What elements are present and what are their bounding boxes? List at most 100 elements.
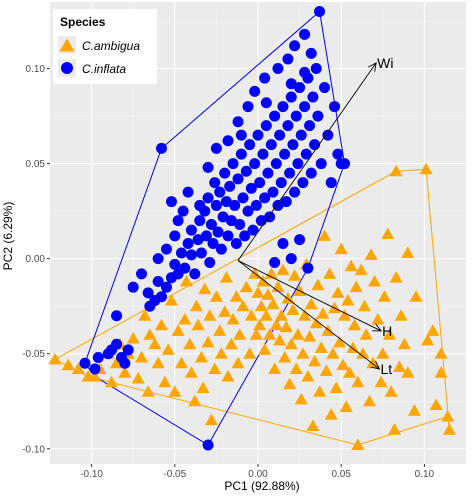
point-c-inflata: [234, 218, 246, 230]
point-c-ambigua: [174, 356, 188, 369]
point-c-ambigua: [258, 343, 272, 355]
point-c-ambigua: [364, 248, 378, 260]
point-c-inflata: [247, 224, 259, 236]
point-c-inflata: [322, 129, 334, 141]
point-c-inflata: [239, 230, 251, 242]
point-c-inflata: [245, 182, 257, 194]
point-c-inflata: [160, 243, 172, 255]
point-c-ambigua: [336, 358, 350, 371]
point-c-inflata: [165, 196, 177, 208]
point-c-ambigua: [161, 343, 175, 355]
point-c-inflata: [205, 218, 217, 230]
hull-c-inflata: [84, 10, 346, 446]
point-c-inflata: [195, 247, 207, 259]
vector-line-wi: [237, 62, 377, 261]
point-c-ambigua: [263, 328, 277, 340]
point-c-ambigua: [296, 347, 310, 359]
y-axis-title: PC2 (6.29%): [1, 202, 15, 271]
point-c-ambigua: [384, 385, 398, 397]
point-c-inflata: [192, 234, 204, 246]
x-axis-title: PC1 (92.88%): [224, 479, 299, 493]
point-c-inflata: [152, 253, 164, 265]
point-c-ambigua: [224, 337, 238, 350]
point-c-inflata: [217, 211, 229, 223]
point-c-ambigua: [154, 318, 168, 331]
point-c-inflata: [277, 101, 289, 113]
point-c-ambigua: [334, 242, 348, 255]
point-c-ambigua: [164, 293, 178, 306]
point-c-ambigua: [126, 332, 140, 344]
point-c-inflata: [294, 82, 306, 94]
point-c-inflata: [302, 262, 314, 274]
point-c-inflata: [299, 66, 311, 78]
point-c-inflata: [265, 139, 277, 151]
vector-line-h: [237, 260, 382, 332]
point-c-ambigua: [343, 366, 357, 378]
point-c-inflata: [207, 237, 219, 249]
point-c-ambigua: [409, 290, 423, 302]
point-c-inflata: [289, 186, 301, 198]
point-c-ambigua: [387, 423, 401, 435]
x-tick-label: 0.05: [331, 469, 351, 480]
point-c-ambigua: [158, 375, 172, 388]
point-c-inflata: [300, 148, 312, 160]
point-c-inflata: [182, 186, 194, 198]
point-c-inflata: [289, 40, 301, 52]
point-c-ambigua: [105, 375, 119, 388]
point-c-ambigua: [301, 370, 315, 382]
point-c-ambigua: [269, 318, 283, 331]
point-c-inflata: [235, 148, 247, 160]
point-c-ambigua: [318, 229, 332, 241]
point-c-ambigua: [366, 356, 380, 369]
point-c-inflata: [185, 224, 197, 236]
point-c-inflata: [202, 161, 214, 173]
y-tick-label: 0.10: [26, 64, 46, 75]
x-tick-label: 0.00: [248, 469, 268, 480]
point-c-ambigua: [316, 307, 330, 319]
point-c-inflata: [305, 47, 317, 59]
point-c-inflata: [227, 158, 239, 170]
point-c-inflata: [259, 192, 271, 204]
point-c-ambigua: [284, 337, 298, 350]
point-c-inflata: [225, 215, 237, 227]
point-c-ambigua: [328, 301, 342, 314]
point-c-inflata: [299, 101, 311, 113]
point-c-ambigua: [204, 413, 218, 426]
point-c-inflata: [285, 78, 297, 90]
point-c-ambigua: [434, 347, 448, 359]
point-c-inflata: [285, 253, 297, 265]
point-c-inflata: [242, 101, 254, 113]
point-c-inflata: [179, 262, 191, 274]
point-c-inflata: [305, 167, 317, 179]
point-c-ambigua: [194, 351, 208, 363]
point-c-ambigua: [148, 337, 162, 350]
y-tick-label: -0.05: [22, 349, 45, 360]
point-c-ambigua: [266, 297, 280, 310]
point-c-ambigua: [271, 280, 285, 293]
point-c-ambigua: [151, 356, 165, 369]
point-c-inflata: [314, 6, 326, 18]
point-c-ambigua: [293, 284, 307, 296]
point-c-ambigua: [61, 358, 75, 371]
point-c-ambigua: [346, 341, 360, 354]
y-axis-ticks: -0.10 -0.05 0.00 0.05 0.10: [22, 64, 50, 455]
point-c-inflata: [237, 192, 249, 204]
point-c-ambigua: [239, 280, 253, 293]
point-c-inflata: [127, 281, 139, 293]
point-c-ambigua: [191, 318, 205, 331]
point-c-inflata: [249, 158, 261, 170]
point-c-ambigua: [397, 337, 411, 350]
point-c-ambigua: [362, 394, 376, 407]
point-c-ambigua: [426, 324, 440, 336]
point-c-ambigua: [313, 385, 327, 397]
vector-label-lt: Lt: [380, 361, 392, 377]
point-c-inflata: [325, 177, 337, 189]
point-c-ambigua: [374, 375, 388, 388]
point-c-ambigua: [421, 333, 435, 346]
point-c-inflata: [244, 139, 256, 151]
point-c-ambigua: [354, 263, 368, 276]
point-c-inflata: [250, 199, 262, 211]
point-c-ambigua: [278, 351, 292, 363]
point-c-inflata: [175, 247, 187, 259]
point-c-inflata: [260, 97, 272, 109]
